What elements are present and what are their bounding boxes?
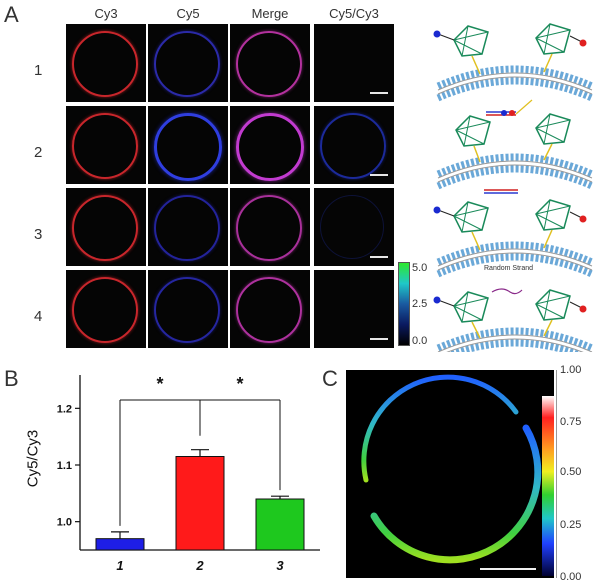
micrograph-merge-row2 — [230, 106, 310, 184]
y-tick-label: 1.0 — [57, 517, 72, 529]
micrograph-ratio-row4 — [314, 270, 394, 348]
micrograph-merge-row3 — [230, 188, 310, 266]
column-header-merge: Merge — [251, 6, 289, 21]
ratio-colorbar — [398, 262, 410, 346]
micrograph-cy3-row1 — [66, 24, 146, 102]
y-tick-label: 1.2 — [57, 403, 72, 415]
micrograph-ratio-row3 — [314, 188, 394, 266]
colorbar-c-tick: 0.50 — [560, 466, 582, 478]
colorbar-c-tick: 1.00 — [560, 364, 582, 376]
micrograph-cy5-row3 — [148, 188, 228, 266]
column-header-ratio: Cy5/Cy3 — [329, 6, 379, 21]
micrograph-cy3-row3 — [66, 188, 146, 266]
bar-chart: 1.0 1.1 1.2 1 2 3 * * — [57, 374, 320, 573]
column-header-cy3: Cy3 — [94, 6, 118, 21]
cartoon-2 — [438, 99, 592, 186]
significance-star: * — [236, 374, 243, 394]
ratio-image — [346, 370, 554, 578]
y-tick-label: 1.1 — [57, 460, 72, 472]
membrane-cartoon — [433, 23, 598, 352]
row-label-4: 4 — [34, 308, 43, 325]
scale-bar — [370, 92, 388, 94]
ratio-colorbar-c — [542, 396, 554, 576]
x-tick-label: 3 — [276, 558, 284, 573]
micrograph-cy3-row4 — [66, 270, 146, 348]
micrograph-merge-row4 — [230, 270, 310, 348]
random-strand-label: Random Strand — [484, 265, 534, 272]
micrograph-cy5-row4 — [148, 270, 228, 348]
x-tick-label: 1 — [116, 558, 123, 573]
bar — [175, 456, 225, 551]
ratio-colorbar-tick: 0.0 — [412, 335, 428, 347]
colorbar-c-tick: 0.25 — [560, 519, 582, 531]
x-tick-label: 2 — [195, 558, 204, 573]
scale-bar — [480, 568, 536, 570]
ratio-colorbar-tick: 2.5 — [412, 298, 428, 310]
micrograph-merge-row1 — [230, 24, 310, 102]
micrograph-cy5-row2 — [148, 106, 228, 184]
panel-a-letter: A — [4, 2, 19, 27]
scale-bar — [370, 256, 388, 258]
cartoon-4 — [433, 288, 593, 352]
micrograph-ratio-row1 — [314, 24, 394, 102]
cartoon-3 — [433, 189, 593, 274]
micrograph-cy5-row1 — [148, 24, 228, 102]
panel-b-letter: B — [4, 366, 19, 391]
bar — [255, 498, 305, 551]
significance-star: * — [156, 374, 163, 394]
colorbar-c-tick: 0.75 — [560, 416, 582, 428]
row-label-1: 1 — [34, 62, 43, 79]
ratio-colorbar-tick: 5.0 — [412, 262, 428, 274]
row-label-3: 3 — [34, 226, 43, 243]
ratio-ring — [361, 374, 542, 564]
bar — [95, 538, 145, 551]
micrograph-cy3-row2 — [66, 106, 146, 184]
colorbar-axis-line — [556, 370, 557, 578]
row-label-2: 2 — [34, 144, 43, 161]
colorbar-c-tick: 0.00 — [560, 571, 582, 583]
scale-bar — [370, 174, 388, 176]
scale-bar — [370, 338, 388, 340]
column-header-cy5: Cy5 — [176, 6, 200, 21]
panel-c-letter: C — [322, 366, 338, 391]
micrograph-ratio-row2 — [314, 106, 394, 184]
cartoon-1 — [433, 23, 593, 98]
